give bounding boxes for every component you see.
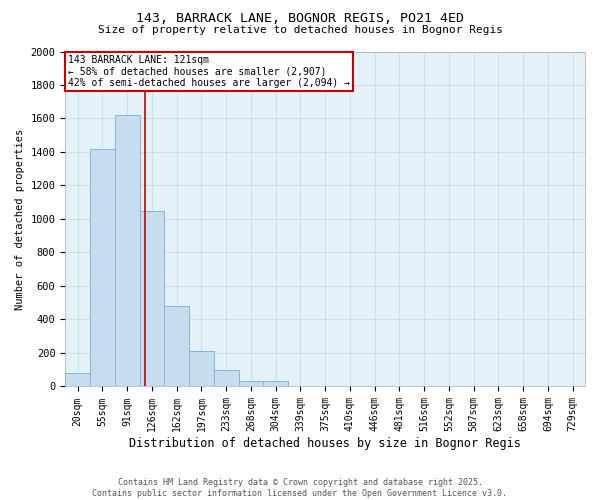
Text: Size of property relative to detached houses in Bognor Regis: Size of property relative to detached ho… [97,25,503,35]
X-axis label: Distribution of detached houses by size in Bognor Regis: Distribution of detached houses by size … [129,437,521,450]
Text: Contains HM Land Registry data © Crown copyright and database right 2025.
Contai: Contains HM Land Registry data © Crown c… [92,478,508,498]
Text: 143, BARRACK LANE, BOGNOR REGIS, PO21 4ED: 143, BARRACK LANE, BOGNOR REGIS, PO21 4E… [136,12,464,26]
Bar [90,148,115,386]
Text: 143 BARRACK LANE: 121sqm
← 58% of detached houses are smaller (2,907)
42% of sem: 143 BARRACK LANE: 121sqm ← 58% of detach… [68,55,350,88]
Bar [164,306,189,386]
Bar [65,373,90,386]
Bar [263,382,288,386]
Y-axis label: Number of detached properties: Number of detached properties [15,128,25,310]
Bar [214,370,239,386]
Bar [239,382,263,386]
Bar [189,352,214,386]
Bar [140,210,164,386]
Bar [115,115,140,386]
